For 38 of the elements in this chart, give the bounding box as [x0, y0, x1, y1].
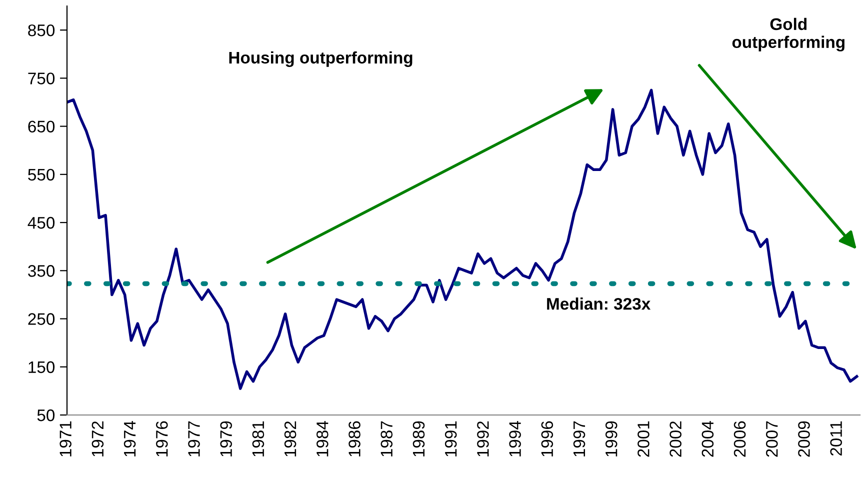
x-tick-label: 1989: [412, 421, 425, 456]
y-tick-label: 250: [28, 313, 55, 325]
x-tick-label: 1982: [284, 421, 296, 456]
x-tick-label: 2011: [830, 421, 842, 456]
x-tick-label: 1981: [252, 421, 264, 456]
x-tick-label: 1977: [188, 421, 200, 456]
x-tick-label: 1972: [92, 421, 104, 456]
y-tick-label: 850: [28, 24, 55, 36]
ref-line-label: Median: 323x: [547, 298, 651, 310]
x-tick-label: 2009: [798, 421, 810, 457]
y-tick-label: 750: [28, 72, 55, 84]
y-tick-label: 50: [37, 409, 55, 422]
x-tick-label: 1991: [444, 421, 457, 456]
x-tick-label: 1979: [220, 421, 232, 456]
x-tick-label: 2004: [702, 421, 714, 457]
x-tick-label: 1971: [60, 421, 72, 456]
x-tick-label: 1999: [605, 421, 618, 456]
x-tick-label: 2006: [734, 421, 746, 457]
x-tick-label: 2002: [670, 421, 682, 457]
y-tick-label: 450: [28, 216, 55, 229]
annotation: Gold outperforming: [732, 18, 844, 52]
annotation: Housing outperforming: [229, 51, 412, 67]
x-tick-label: 1984: [316, 421, 328, 456]
x-tick-label: 1976: [156, 421, 168, 456]
x-tick-label: 1974: [124, 421, 136, 456]
y-tick-label: 650: [28, 120, 55, 132]
x-tick-label: 1987: [380, 421, 393, 456]
y-tick-label: 550: [28, 168, 55, 181]
x-tick-label: 1986: [348, 421, 360, 456]
x-tick-label: 1996: [541, 421, 554, 456]
x-tick-label: 1992: [477, 421, 489, 456]
x-tick-label: 2007: [766, 421, 778, 457]
x-tick-label: 1994: [509, 421, 521, 456]
y-tick-label: 350: [28, 265, 55, 277]
x-tick-label: 1997: [573, 421, 586, 456]
line-series: [67, 88, 858, 390]
x-tick-label: 2001: [638, 421, 650, 457]
y-tick-label: 150: [28, 361, 55, 374]
